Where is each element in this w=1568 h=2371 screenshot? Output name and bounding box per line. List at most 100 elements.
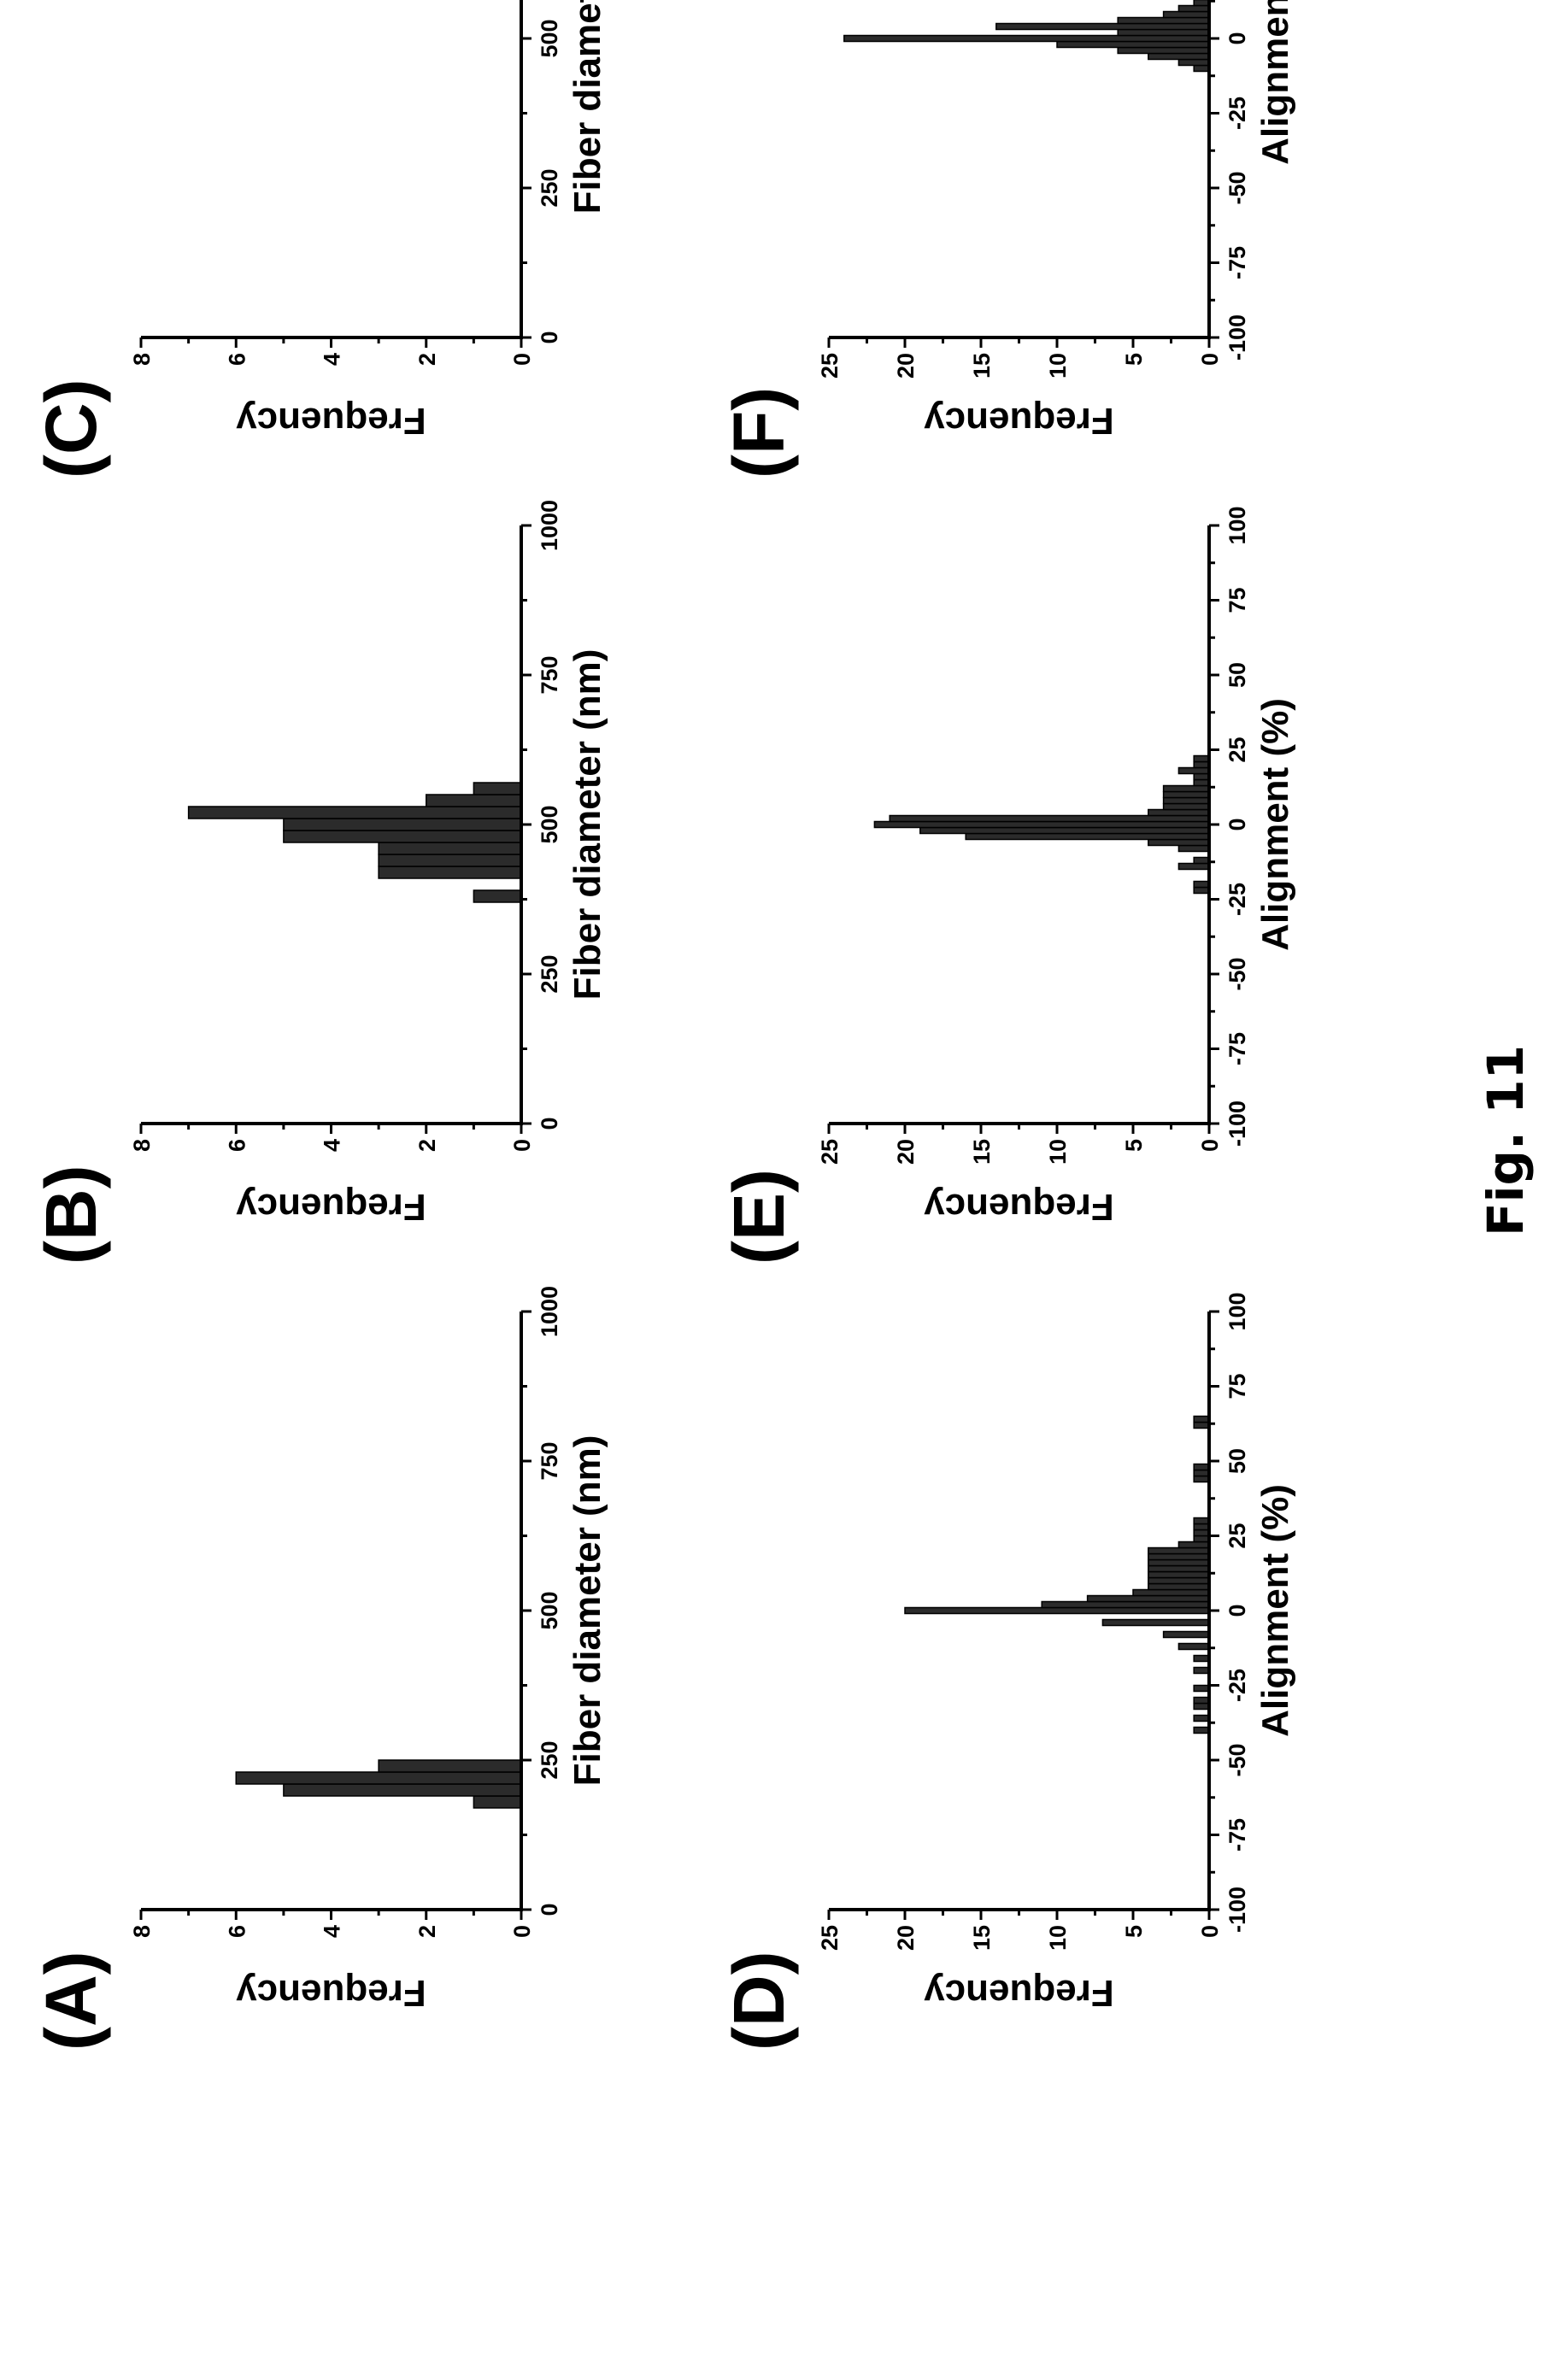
x-tick-label: 1000 [537, 1286, 562, 1337]
histogram-bar [1193, 886, 1210, 895]
histogram-bar [1162, 1630, 1210, 1639]
y-tick-label: 5 [1121, 1139, 1147, 1152]
y-tick-label: 0 [1197, 353, 1223, 366]
histogram-bar [904, 1606, 1210, 1615]
histogram-bar [1162, 796, 1210, 805]
panel-label-c: (C) [31, 379, 111, 478]
y-tick-label: 6 [224, 1925, 250, 1938]
histogram-bar [843, 34, 1210, 43]
y-axis-label: Frequency [236, 1186, 426, 1228]
x-tick-label: -50 [1224, 1743, 1250, 1776]
y-tick-label: 20 [893, 353, 919, 379]
x-tick-label: 250 [537, 168, 562, 207]
x-tick-label: 25 [1224, 1523, 1250, 1548]
histogram-bar [1162, 790, 1210, 799]
histogram-bar [473, 782, 522, 795]
histogram-bar [1193, 1469, 1210, 1477]
x-tick-label: -100 [1224, 314, 1250, 361]
histogram-bar [235, 1771, 522, 1785]
y-tick-label: 0 [1197, 1139, 1223, 1152]
histogram-bar [1193, 1714, 1210, 1722]
histogram-bar [1117, 28, 1210, 37]
panel-e-histogram: -100-75-50-2502550751000510152025Alignme… [719, 506, 1296, 1265]
histogram-bar [1193, 1421, 1210, 1429]
y-tick-label: 10 [1045, 1139, 1071, 1165]
x-tick-label: 500 [537, 805, 562, 843]
y-tick-label: 15 [969, 353, 995, 379]
x-tick-label: 750 [537, 655, 562, 694]
histogram-bar [1177, 844, 1210, 853]
histogram-bar [1177, 766, 1210, 775]
histogram-bar [1193, 1529, 1210, 1537]
histogram-bar [1193, 1654, 1210, 1663]
histogram-bar [283, 830, 522, 843]
histogram-bar [1148, 1552, 1210, 1561]
histogram-bar [1162, 802, 1210, 811]
histogram-bar [1193, 1463, 1210, 1471]
histogram-bar [1193, 1726, 1210, 1734]
y-axis-label: Frequency [924, 1186, 1114, 1228]
panel-b-histogram: 0 250 500 750 1000 0 2 4 6 8 Fiber diameter (nm) Fr… [31, 500, 608, 1265]
x-tick-label: 100 [1224, 1292, 1250, 1330]
y-tick-label: 0 [509, 1139, 535, 1152]
histogram-bar [1193, 772, 1210, 781]
histogram-bar [1193, 760, 1210, 769]
y-tick-label: 25 [817, 1925, 843, 1951]
histogram-bar [1148, 1576, 1210, 1585]
x-tick-label: 250 [537, 1740, 562, 1779]
y-axis-label: Frequency [924, 1972, 1114, 2014]
histogram-bar [1193, 1666, 1210, 1675]
histogram-bar [378, 854, 522, 867]
y-tick-label: 5 [1121, 1925, 1147, 1938]
x-tick-label: 0 [537, 1117, 562, 1130]
x-tick-label: 500 [537, 19, 562, 57]
y-axis-label: Frequency [236, 1972, 426, 2014]
y-tick-label: 10 [1045, 1925, 1071, 1951]
histogram-bar [378, 1759, 522, 1773]
histogram-bar [889, 814, 1210, 823]
y-tick-label: 8 [129, 1139, 155, 1152]
y-tick-label: 6 [224, 1139, 250, 1152]
histogram-bar [1056, 40, 1210, 49]
histogram-bar [919, 826, 1210, 835]
x-tick-label: 0 [537, 331, 562, 343]
histogram-bar [1193, 1517, 1210, 1525]
histogram-bar [1193, 1684, 1210, 1693]
y-axis-label: Frequency [236, 400, 426, 442]
panel-label-e: (E) [719, 1169, 799, 1265]
histogram-bar [1148, 838, 1210, 847]
y-axis-label: Frequency [924, 400, 1114, 442]
histogram-bar [1193, 754, 1210, 763]
x-tick-label: -75 [1224, 246, 1250, 279]
x-tick-label: -25 [1224, 97, 1250, 130]
axis-lines [141, 1312, 523, 1911]
y-tick-label: 2 [414, 1139, 440, 1152]
histogram-bar [187, 806, 522, 819]
histogram-bar [1193, 1702, 1210, 1711]
y-tick-label: 0 [509, 353, 535, 366]
histogram-bar [1086, 1594, 1210, 1603]
x-tick-label: -50 [1224, 957, 1250, 990]
histogram-bar [1193, 880, 1210, 889]
panel-label-d: (D) [719, 1951, 799, 2051]
y-tick-label: 6 [224, 353, 250, 366]
x-tick-label: -100 [1224, 1887, 1250, 1933]
y-tick-label: 25 [817, 353, 843, 379]
histogram-bar [1148, 1558, 1210, 1567]
histogram-bar [1117, 16, 1210, 25]
x-axis-label: Fiber diameter (nm) [567, 0, 608, 214]
panel-label-f: (F) [719, 387, 799, 478]
y-tick-label: 4 [320, 1925, 345, 1938]
histogram-bar [283, 1783, 522, 1797]
x-tick-label: 500 [537, 1591, 562, 1629]
histogram-bar [473, 1795, 522, 1809]
histogram-bar [1193, 778, 1210, 787]
panel-label-a: (A) [31, 1951, 111, 2051]
x-axis-label: Alignment (%) [1254, 1484, 1296, 1737]
histogram-bar [1148, 1570, 1210, 1579]
histogram-bar [1193, 1475, 1210, 1483]
histogram-bar [873, 820, 1210, 829]
panel-a-histogram: 0 250 500 750 1000 0 2 4 6 8 Fiber diameter (nm) Fr… [31, 1286, 608, 2051]
x-tick-label: -75 [1224, 1818, 1250, 1852]
